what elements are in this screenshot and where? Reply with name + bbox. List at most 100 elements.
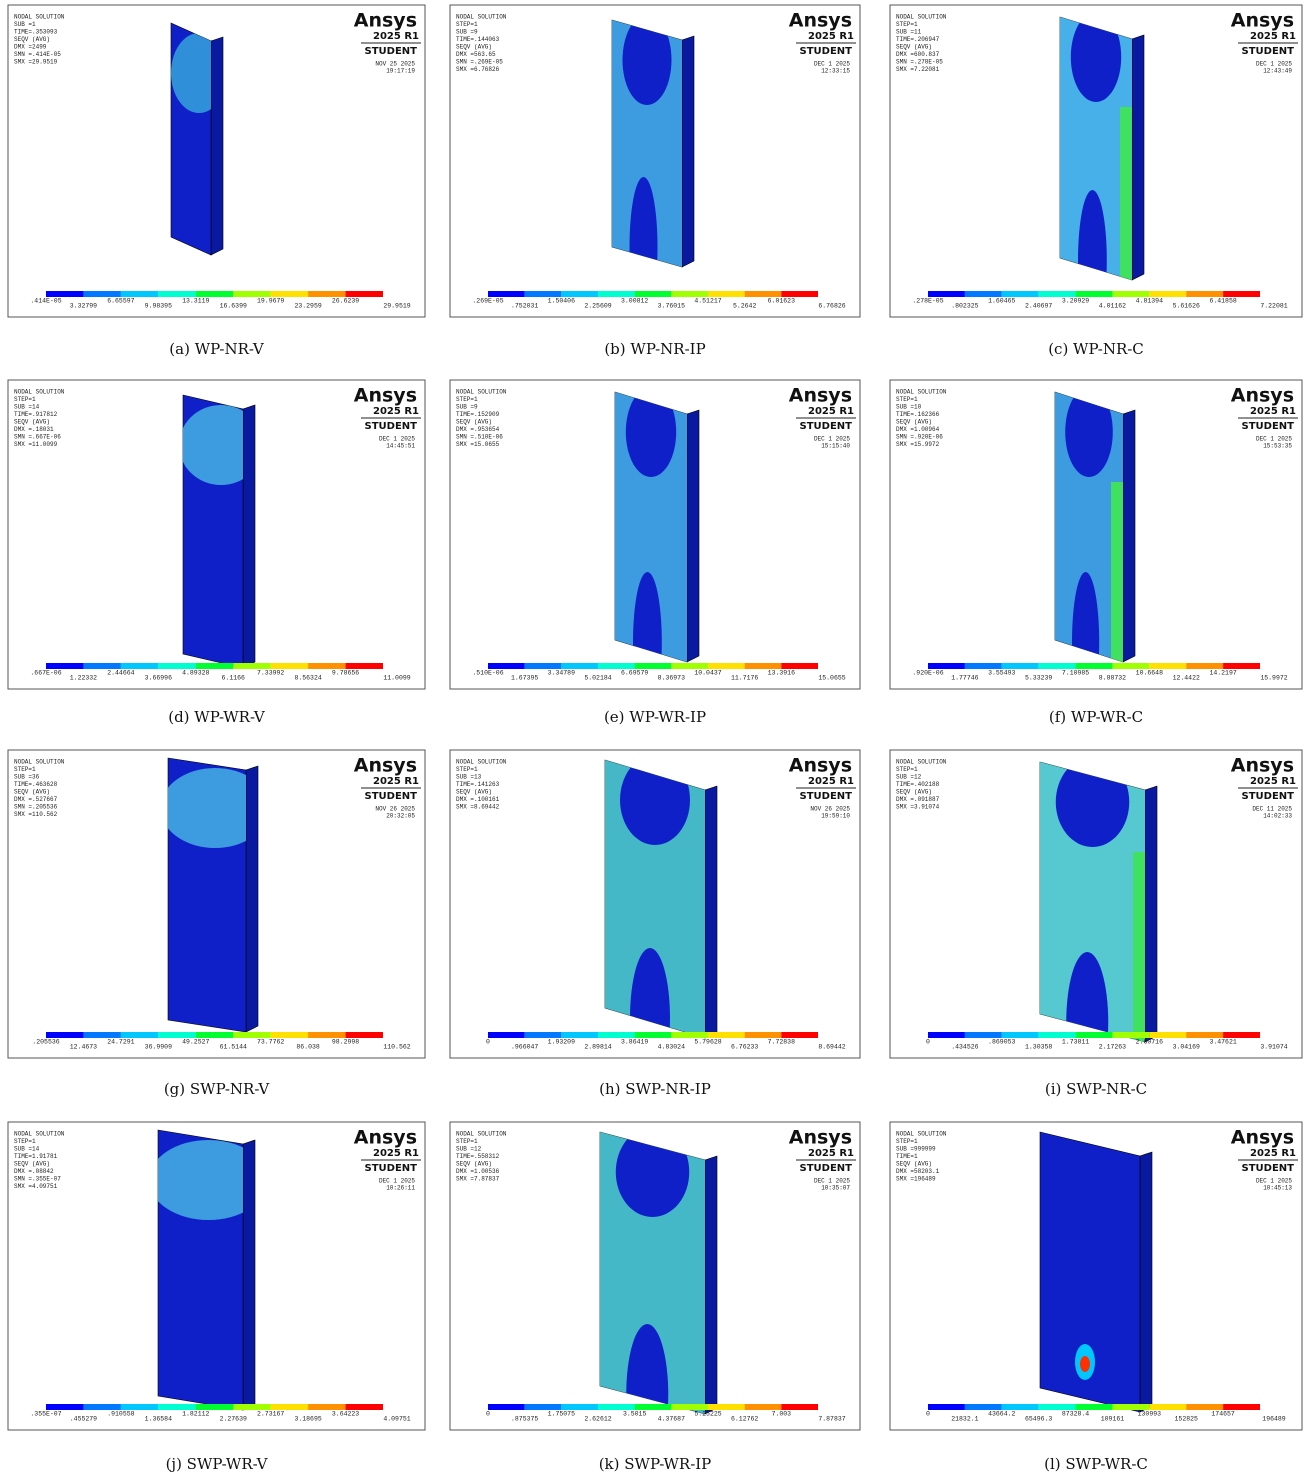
legend-swatch xyxy=(271,1404,308,1410)
legend-label: 15.0655 xyxy=(818,675,845,682)
header-line: SMN =.269E-05 xyxy=(456,59,503,66)
legend-label: 26.6239 xyxy=(332,298,359,305)
legend-label: .455279 xyxy=(70,1416,97,1423)
legend-swatch xyxy=(46,1404,83,1410)
legend-label: 5.2642 xyxy=(733,303,757,310)
plate-side xyxy=(682,36,694,267)
legend-swatch xyxy=(46,291,83,297)
legend-swatch xyxy=(233,1404,270,1410)
header-line: SUB =9 xyxy=(456,29,478,36)
legend-swatch xyxy=(121,1032,158,1038)
legend-swatch xyxy=(46,663,83,669)
legend-swatch xyxy=(158,1032,195,1038)
time: 19:59:10 xyxy=(821,813,850,820)
header-line: SEQV (AVG) xyxy=(456,1161,492,1168)
header-line: SUB =999999 xyxy=(896,1146,936,1153)
legend-swatch xyxy=(308,291,345,297)
caption: (j) SWP-WR-V xyxy=(166,1455,269,1473)
header-line: SEQV (AVG) xyxy=(456,419,492,426)
legend-label: 3.66996 xyxy=(145,675,172,682)
header-line: TIME=.144063 xyxy=(456,36,500,43)
header-line: STEP=1 xyxy=(896,21,918,28)
header-line: SUB =14 xyxy=(14,1146,40,1153)
legend-swatch xyxy=(1076,1032,1113,1038)
legend-swatch xyxy=(525,663,562,669)
release: 2025 R1 xyxy=(373,1148,419,1159)
header-line: DMX =600.837 xyxy=(896,51,940,58)
legend-swatch xyxy=(598,291,635,297)
legend-label: 3.91074 xyxy=(1260,1044,1287,1051)
legend-label: 3.20929 xyxy=(1062,298,1089,305)
header-line: SMX =7.22081 xyxy=(896,66,940,73)
legend-swatch xyxy=(271,663,308,669)
legend-label: 3.00812 xyxy=(621,298,648,305)
legend-label: 6.01623 xyxy=(768,298,795,305)
legend-label: 14.2197 xyxy=(1209,670,1236,677)
header-line: SMX =8.69442 xyxy=(456,804,500,811)
legend-label: 19.9679 xyxy=(257,298,284,305)
legend-swatch xyxy=(928,663,965,669)
legend-swatch xyxy=(271,291,308,297)
header-line: STEP=1 xyxy=(456,766,478,773)
release: 2025 R1 xyxy=(373,31,419,42)
legend-swatch xyxy=(308,663,345,669)
header-line: DMX =.18031 xyxy=(14,426,54,433)
legend-swatch xyxy=(308,1404,345,1410)
release: 2025 R1 xyxy=(1250,1148,1296,1159)
header-line: NODAL SOLUTION xyxy=(456,389,507,396)
plate-side xyxy=(1123,410,1135,662)
legend-swatch xyxy=(488,1404,525,1410)
date: DEC 1 2025 xyxy=(814,61,850,68)
panel: NODAL SOLUTIONSTEP=1SUB =9TIME=.152909SE… xyxy=(450,380,860,712)
legend-label: 24.7291 xyxy=(107,1039,134,1046)
legend-swatch xyxy=(1039,663,1076,669)
legend-swatch xyxy=(196,1404,233,1410)
legend-label: 7.87837 xyxy=(818,1416,845,1423)
legend-swatch xyxy=(525,291,562,297)
legend-swatch xyxy=(965,291,1002,297)
release: 2025 R1 xyxy=(1250,31,1296,42)
panel: NODAL SOLUTIONSTEP=1SUB =13TIME=.141263S… xyxy=(450,750,860,1088)
header-line: TIME=.152909 xyxy=(456,411,500,418)
legend-label: 109161 xyxy=(1101,1416,1125,1423)
legend-swatch xyxy=(233,663,270,669)
legend-label: .920E-06 xyxy=(912,670,943,677)
date: DEC 1 2025 xyxy=(1256,436,1292,443)
header-line: TIME=.162366 xyxy=(896,411,940,418)
legend-swatch xyxy=(598,1404,635,1410)
header-line: DMX =.08842 xyxy=(14,1168,54,1175)
legend-swatch xyxy=(1002,1404,1039,1410)
legend-swatch xyxy=(708,663,745,669)
legend-swatch xyxy=(671,1404,708,1410)
legend-swatch xyxy=(598,1032,635,1038)
legend-label: 4.51217 xyxy=(694,298,721,305)
legend-swatch xyxy=(121,291,158,297)
header-line: SMN =.278E-05 xyxy=(896,59,943,66)
legend-label: 3.47621 xyxy=(1209,1039,1236,1046)
contour-region xyxy=(1080,1356,1090,1372)
legend-swatch xyxy=(1039,1404,1076,1410)
legend-label: 4.81394 xyxy=(1136,298,1163,305)
legend-swatch xyxy=(598,663,635,669)
legend-swatch xyxy=(1223,1404,1260,1410)
contour-region xyxy=(1066,952,1108,1092)
legend-label: 110.562 xyxy=(383,1044,410,1051)
header-line: NODAL SOLUTION xyxy=(456,14,507,21)
legend-swatch xyxy=(635,663,672,669)
legend-label: 3.5015 xyxy=(623,1411,647,1418)
legend-label: 3.04169 xyxy=(1173,1044,1200,1051)
header-line: SEQV (AVG) xyxy=(456,44,492,51)
time: 12:33:15 xyxy=(821,68,850,75)
legend-swatch xyxy=(233,1032,270,1038)
legend-label: 7.33992 xyxy=(257,670,284,677)
legend-label: 0 xyxy=(926,1411,930,1418)
legend-swatch xyxy=(83,1032,120,1038)
plate-side xyxy=(243,1140,255,1410)
date: DEC 1 2025 xyxy=(814,436,850,443)
date: DEC 11 2025 xyxy=(1252,806,1292,813)
legend-label: .875375 xyxy=(511,1416,538,1423)
header-line: TIME=.917812 xyxy=(14,411,58,418)
header-line: DMX =.091887 xyxy=(896,796,940,803)
legend-swatch xyxy=(346,663,383,669)
header-line: STEP=1 xyxy=(456,1138,478,1145)
